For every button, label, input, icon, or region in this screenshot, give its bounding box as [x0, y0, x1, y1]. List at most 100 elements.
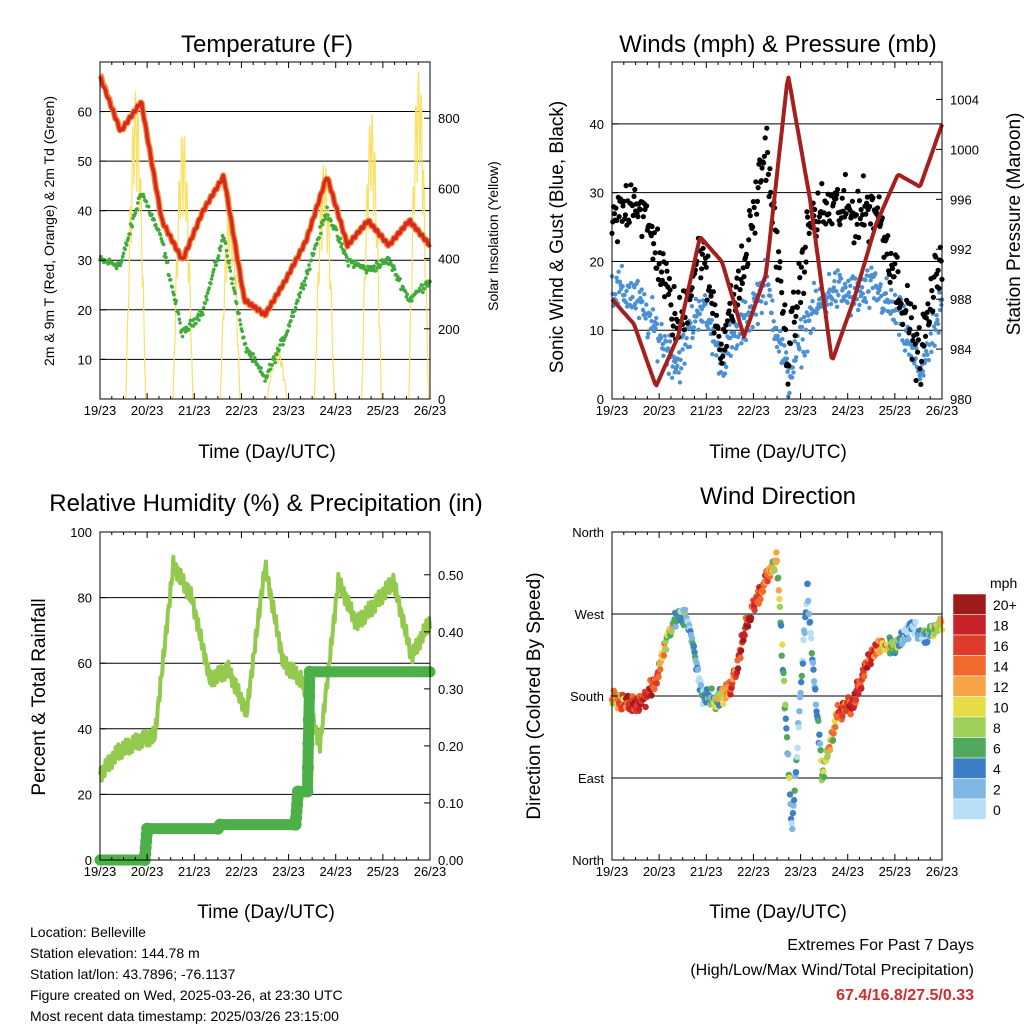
gust-point	[794, 304, 801, 310]
sonic-wind-point	[709, 318, 714, 323]
sonic-wind-point	[663, 339, 669, 344]
dewpoint-point	[214, 263, 219, 267]
direction-point	[757, 596, 764, 603]
direction-point	[785, 751, 792, 758]
dewpoint-point	[339, 244, 344, 249]
gust-point	[632, 186, 638, 193]
dewpoint-point	[203, 301, 208, 306]
extremes-box: Extremes For Past 7 Days (High/Low/Max W…	[690, 933, 974, 1008]
gust-point	[791, 319, 797, 325]
sonic-wind-point	[902, 348, 908, 353]
gust-point	[834, 186, 841, 193]
dewpoint-point	[157, 228, 161, 232]
gust-point	[774, 229, 780, 235]
gust-point	[710, 289, 717, 295]
gust-point	[621, 198, 627, 204]
sonic-wind-point	[853, 276, 858, 281]
y2-tick-label: 1000	[950, 142, 979, 157]
dewpoint-point	[130, 224, 134, 229]
direction-point	[824, 752, 831, 759]
y-tick-label: East	[578, 771, 604, 786]
direction-point	[773, 549, 780, 556]
sonic-wind-point	[771, 319, 776, 324]
direction-point	[794, 744, 801, 751]
direction-point	[778, 652, 785, 659]
direction-point	[788, 820, 795, 827]
gust-point	[672, 310, 678, 317]
gust-point	[765, 171, 772, 177]
y-tick-label: 10	[590, 323, 604, 338]
gust-point	[755, 185, 761, 191]
sonic-wind-point	[729, 345, 735, 350]
gust-point	[733, 284, 739, 290]
x-tick-label: 21/23	[690, 403, 723, 418]
sonic-wind-point	[834, 289, 839, 294]
dewpoint-point	[259, 366, 263, 370]
sonic-wind-point	[714, 353, 719, 358]
sonic-wind-point	[836, 292, 841, 298]
dewpoint-point	[354, 259, 358, 263]
sonic-wind-point	[653, 326, 658, 331]
gust-point	[785, 381, 791, 387]
gust-point	[666, 275, 673, 282]
gust-point	[715, 325, 721, 331]
sonic-wind-point	[846, 290, 852, 295]
dewpoint-point	[253, 355, 257, 360]
dewpoint-point	[209, 277, 214, 281]
sonic-wind-point	[616, 269, 621, 274]
dewpoint-point	[227, 265, 232, 270]
gust-point	[656, 261, 662, 267]
gust-point	[856, 234, 862, 241]
y2-tick-label: 0.30	[438, 682, 463, 697]
dewpoint-point	[194, 321, 198, 326]
dewpoint-point	[422, 287, 427, 291]
gust-point	[857, 216, 863, 222]
direction-point	[826, 747, 834, 754]
dewpoint-point	[312, 247, 317, 251]
solar-y2-label: Solar Insolation (Yellow)	[485, 161, 501, 311]
dewpoint-point	[340, 242, 344, 246]
dewpoint-point	[300, 282, 304, 286]
gust-point	[854, 221, 860, 227]
gust-point	[623, 183, 629, 189]
sonic-wind-point	[659, 321, 664, 327]
gust-point	[651, 230, 658, 236]
dewpoint-point	[152, 218, 156, 222]
sonic-wind-point	[828, 301, 834, 307]
dewpoint-point	[296, 299, 300, 303]
y-tick-label: 20	[78, 303, 92, 318]
dewpoint-point	[201, 312, 205, 317]
direction-point	[657, 666, 664, 673]
gust-point	[698, 275, 704, 281]
dewpoint-point	[114, 266, 119, 271]
precipitation-point	[214, 818, 227, 831]
dewpoint-point	[263, 379, 267, 383]
winds-data	[609, 75, 945, 399]
dewpoint-point	[231, 277, 235, 281]
dewpoint-point	[344, 255, 349, 259]
gust-point	[649, 223, 655, 230]
gust-point	[802, 244, 808, 250]
gust-point	[921, 343, 927, 349]
colorbar-swatch	[952, 737, 987, 759]
sonic-wind-point	[864, 273, 869, 278]
sonic-wind-point	[803, 319, 808, 324]
x-tick-label: 25/23	[367, 864, 400, 879]
colorbar-swatch	[952, 716, 987, 738]
sonic-wind-point	[778, 341, 784, 347]
sonic-wind-point	[718, 370, 724, 375]
sonic-wind-point	[878, 282, 883, 287]
sonic-wind-point	[696, 327, 701, 332]
gust-point	[628, 182, 634, 188]
colorbar-label: 2	[993, 782, 1001, 798]
gust-point	[637, 206, 643, 213]
dewpoint-point	[210, 273, 215, 278]
x-tick-label: 19/23	[596, 864, 629, 879]
gust-point	[922, 333, 929, 339]
dewpoint-point	[172, 292, 176, 297]
gust-point	[765, 149, 771, 156]
sonic-wind-point	[827, 287, 832, 292]
sonic-wind-point	[831, 285, 836, 290]
dewpoint-point	[403, 289, 408, 294]
